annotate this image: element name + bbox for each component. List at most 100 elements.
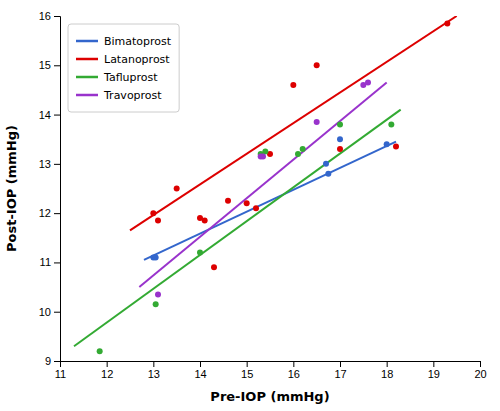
tick-mark: [340, 361, 341, 367]
legend-label: Latanoprost: [104, 53, 170, 66]
tick-label: 10: [39, 306, 51, 318]
tick: 17: [334, 361, 346, 380]
tick-mark: [54, 115, 60, 116]
tick: 16: [288, 361, 300, 380]
plot: 11 12 13 14 15 16 17 18 19 20 9 10 11 12 13 14 15 16 Bimat…: [39, 10, 487, 380]
tick-label: 11: [40, 256, 51, 268]
point: [97, 348, 103, 354]
point: [314, 62, 320, 68]
tick-mark: [247, 361, 248, 367]
point: [388, 121, 394, 127]
point: [365, 80, 371, 86]
tick-mark: [153, 361, 154, 367]
series-points: [150, 136, 389, 260]
point: [323, 161, 329, 167]
point: [295, 151, 301, 157]
tick-label: 13: [148, 368, 160, 380]
axis-line: [61, 362, 481, 368]
tick-label: 14: [194, 368, 206, 380]
tick-label: 13: [39, 158, 51, 170]
tick-mark: [480, 361, 481, 367]
tick: 12: [101, 361, 113, 380]
tick-mark: [200, 361, 201, 367]
point: [337, 146, 343, 152]
legend-swatch: [76, 94, 98, 97]
tick-label: 14: [39, 109, 51, 121]
tick-mark: [54, 361, 60, 362]
point: [314, 119, 320, 125]
point: [225, 198, 231, 204]
tick-label: 15: [241, 368, 253, 380]
chart: 11 12 13 14 15 16 17 18 19 20 9 10 11 12 13 14 15 16 Bimat…: [0, 0, 500, 411]
point: [384, 141, 390, 147]
point: [174, 186, 180, 192]
tick: 9: [45, 355, 60, 367]
tick: 14: [39, 109, 60, 121]
legend-label: Tafluprost: [103, 71, 158, 84]
tick-label: 12: [39, 207, 51, 219]
regression-line: [74, 110, 401, 347]
series-points: [155, 80, 371, 298]
tick-label: 18: [381, 368, 393, 380]
tick-mark: [107, 361, 108, 367]
tick: 19: [428, 361, 440, 380]
point: [244, 200, 250, 206]
point: [325, 171, 331, 177]
point: [150, 210, 156, 216]
tick-mark: [54, 65, 60, 66]
tick: 10: [39, 306, 60, 318]
tick: 11: [40, 256, 60, 268]
legend-label: Bimatoprost: [104, 35, 172, 48]
tick: 20: [474, 361, 486, 380]
tick-label: 9: [45, 355, 51, 367]
tick-mark: [54, 16, 60, 17]
legend-swatch: [76, 40, 98, 43]
regression-line: [139, 83, 386, 288]
legend: Bimatoprost Latanoprost Tafluprost Travopro…: [68, 24, 179, 112]
axis-line: [54, 17, 61, 362]
legend-label: Travoprost: [103, 89, 162, 102]
tick-label: 19: [428, 368, 440, 380]
point: [444, 20, 450, 26]
tick-label: 15: [39, 59, 51, 71]
tick-mark: [387, 361, 388, 367]
tick-label: 17: [334, 368, 346, 380]
x-axis: 11 12 13 14 15 16 17 18 19 20: [55, 361, 487, 380]
point: [253, 205, 259, 211]
tick: 15: [39, 59, 60, 71]
point: [393, 144, 399, 150]
point: [153, 255, 159, 261]
tick-label: 11: [55, 368, 66, 380]
tick-mark: [54, 164, 60, 165]
regression-line: [144, 142, 396, 260]
tick-label: 16: [39, 10, 51, 22]
tick-label: 12: [101, 368, 113, 380]
tick-mark: [433, 361, 434, 367]
tick-label: 20: [474, 368, 486, 380]
x-axis-title: Pre-IOP (mmHg): [210, 389, 329, 404]
tick-label: 16: [288, 368, 300, 380]
y-axis-title: Post-IOP (mmHg): [4, 125, 19, 252]
tick-mark: [54, 312, 60, 313]
y-axis: 9 10 11 12 13 14 15 16: [39, 10, 61, 367]
tick: 15: [241, 361, 253, 380]
point: [202, 218, 208, 224]
series-points: [150, 20, 450, 270]
tick: 11: [55, 361, 66, 380]
point: [197, 250, 203, 256]
point: [211, 264, 217, 270]
tick: 18: [381, 361, 393, 380]
tick-mark: [54, 262, 60, 263]
point: [155, 291, 161, 297]
point: [300, 146, 306, 152]
tick: 13: [148, 361, 160, 380]
tick: 14: [194, 361, 206, 380]
point: [290, 82, 296, 88]
point: [260, 153, 266, 159]
tick-mark: [293, 361, 294, 367]
series-points: [97, 121, 395, 354]
point: [337, 121, 343, 127]
legend-box: [68, 24, 179, 112]
point: [155, 218, 161, 224]
point: [153, 301, 159, 307]
